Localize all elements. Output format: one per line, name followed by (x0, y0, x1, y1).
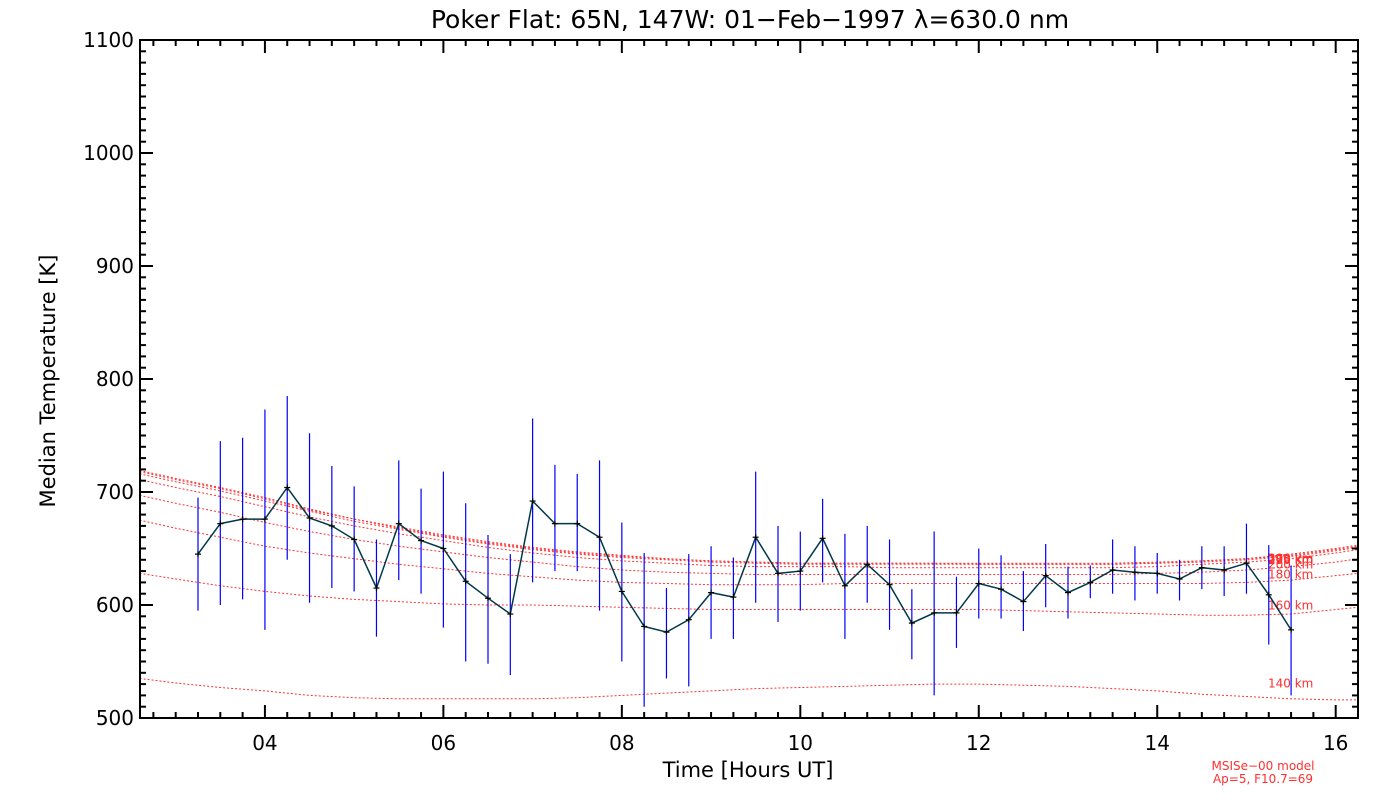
data-point (395, 520, 402, 527)
data-point (217, 520, 224, 527)
data-point (485, 595, 491, 602)
data-point (596, 534, 603, 541)
data-point (1154, 570, 1161, 577)
model-label-250km: 250 km (1268, 553, 1313, 567)
error-bars (197, 395, 1292, 707)
data-point (663, 629, 670, 636)
x-tick-label: 16 (1323, 731, 1348, 755)
data-point (373, 585, 380, 592)
data-point (1109, 566, 1116, 573)
model-curve-225km (139, 479, 1359, 569)
data-point (507, 611, 514, 618)
model-note: MSISe−00 model (1211, 759, 1314, 773)
data-point (551, 520, 558, 527)
data-point (306, 514, 313, 521)
y-tick-label: 900 (96, 254, 134, 278)
data-point (953, 609, 960, 616)
measurement-line (197, 486, 1292, 633)
model-curve-300km (139, 470, 1359, 564)
data-point (685, 616, 692, 623)
x-tick-label: 14 (1145, 731, 1170, 755)
data-point (797, 568, 804, 575)
model-label-225km: 225 km (1268, 552, 1313, 566)
data-point (1221, 566, 1228, 573)
model-curve-140km (139, 678, 1359, 701)
data-point (529, 498, 536, 505)
model-curves (139, 470, 1359, 701)
data-point (1265, 591, 1272, 598)
model-curve-200km (139, 494, 1359, 575)
plot-frame (139, 39, 1359, 719)
data-point (931, 609, 938, 616)
data-point (261, 516, 268, 523)
model-curve-275km (139, 471, 1359, 565)
tick-labels: 500 600 700 800 900 1000 1100 04 06 08 10 12 14 16 (83, 28, 1348, 755)
x-tick-label: 12 (966, 731, 991, 755)
data-point (351, 536, 358, 543)
model-label-300km: 300 km (1268, 551, 1313, 565)
data-point (752, 534, 759, 541)
data-point (195, 551, 201, 558)
data-point (284, 484, 291, 491)
axes (139, 39, 1359, 719)
data-point (730, 594, 737, 601)
y-tick-label: 800 (96, 367, 134, 391)
data-point (864, 561, 871, 568)
data-point (1065, 589, 1071, 596)
data-point (1087, 579, 1094, 586)
data-point (1020, 598, 1027, 605)
model-label-275km: 275 km (1268, 552, 1313, 566)
x-tick-label: 04 (252, 731, 277, 755)
y-axis-label: Median Temperature [K] (36, 255, 60, 508)
x-tick-label: 06 (431, 731, 456, 755)
data-point (328, 522, 335, 529)
y-tick-label: 1100 (83, 28, 134, 52)
data-point (708, 589, 715, 596)
y-tick-label: 1000 (83, 141, 134, 165)
data-point (1176, 576, 1183, 583)
data-point (775, 570, 781, 577)
data-point (886, 581, 893, 588)
y-tick-label: 600 (96, 593, 134, 617)
data-point (618, 588, 625, 595)
data-point (1042, 572, 1049, 579)
data-point (641, 623, 648, 630)
chart-title: Poker Flat: 65N, 147W: 01−Feb−1997 λ=630… (431, 5, 1069, 34)
model-curve-160km (139, 572, 1359, 616)
y-tick-label: 500 (96, 706, 134, 730)
data-point (574, 520, 581, 527)
x-tick-label: 10 (788, 731, 813, 755)
data-point (1288, 626, 1295, 633)
model-params-note: Ap=5, F10.7=69 (1213, 772, 1313, 786)
model-curve-180km (139, 519, 1359, 586)
data-point (1198, 564, 1205, 571)
data-point (975, 580, 982, 587)
model-label-200km: 200 km (1268, 557, 1313, 571)
measurement-series (195, 484, 1295, 636)
y-tick-label: 700 (96, 480, 134, 504)
data-point (819, 535, 826, 542)
data-point (239, 516, 246, 523)
data-point (908, 620, 915, 627)
x-axis-label: Time [Hours UT] (662, 758, 834, 782)
data-point (998, 586, 1005, 593)
data-point (1131, 569, 1138, 576)
data-point (1243, 560, 1250, 567)
data-point (418, 537, 425, 544)
model-curve-250km (139, 473, 1359, 565)
data-point (841, 582, 848, 589)
data-point (462, 578, 469, 585)
data-point (440, 545, 447, 552)
x-tick-label: 08 (609, 731, 634, 755)
